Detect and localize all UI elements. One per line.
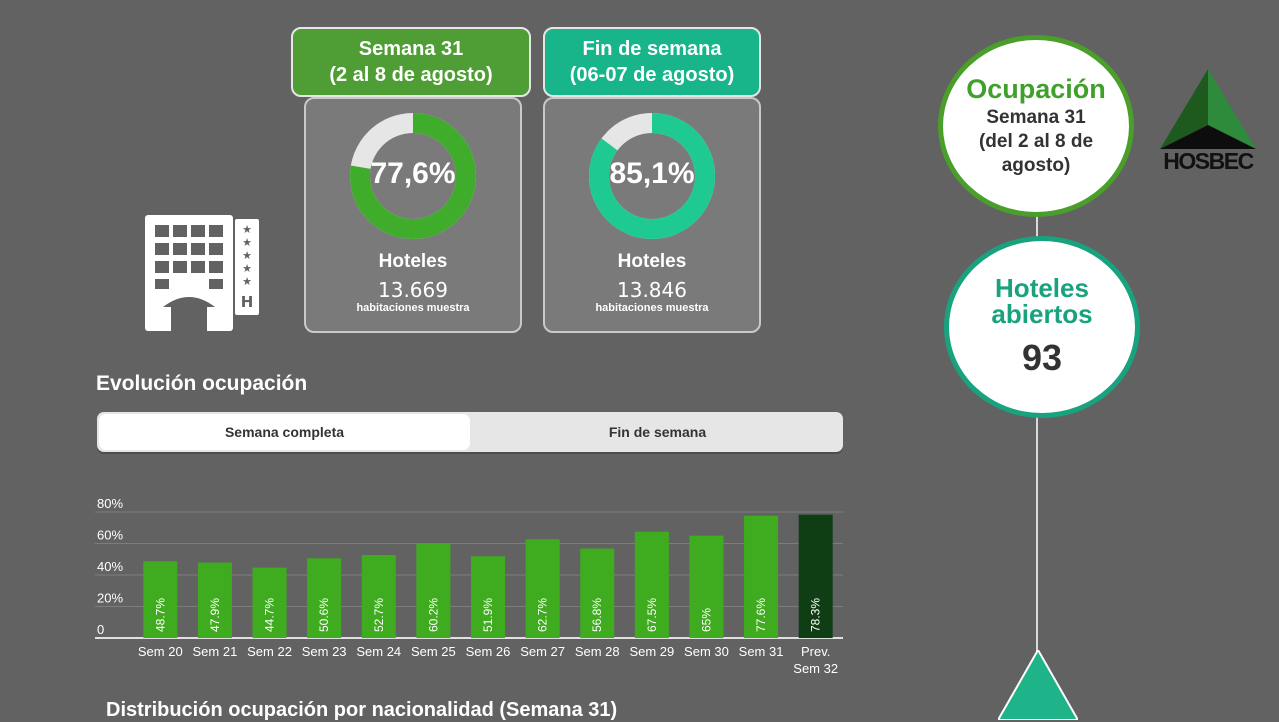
evolution-title: Evolución ocupación xyxy=(96,372,308,395)
bar-value-label: 51.9% xyxy=(481,598,495,632)
weekend-occupancy-percent: 85,1% xyxy=(609,157,695,190)
x-tick-label: Sem 21 xyxy=(193,644,238,659)
evolution-toggle: Semana completa Fin de semana xyxy=(97,412,843,452)
weekend-card-title: Hoteles xyxy=(617,251,687,272)
weekend-card-rooms-label: habitaciones muestra xyxy=(595,302,709,314)
occupancy-sub2: (del 2 al 8 de xyxy=(978,131,1094,152)
open-hotels-title2: abiertos xyxy=(991,299,1093,329)
x-tick-label: Sem 25 xyxy=(411,644,456,659)
x-tick-label: Sem 24 xyxy=(356,644,401,659)
bar xyxy=(471,556,505,638)
bar-value-label: 47.9% xyxy=(208,598,222,632)
connector-line-top xyxy=(1036,200,1038,245)
tab-semana-completa[interactable]: Semana completa xyxy=(99,414,470,450)
svg-text:H: H xyxy=(241,293,254,311)
week-header-line2: (2 al 8 de agosto) xyxy=(329,64,493,86)
svg-text:★: ★ xyxy=(242,262,252,275)
svg-text:★: ★ xyxy=(242,249,252,262)
bar xyxy=(798,514,833,638)
week-card-rooms: 13.669 xyxy=(378,278,448,302)
svg-text:★: ★ xyxy=(242,223,252,236)
open-hotels-count: 93 xyxy=(1021,337,1063,378)
y-tick-label: 40% xyxy=(97,559,123,574)
weekend-occupancy-card: 85,1% Hoteles 13.846 habitaciones muestr… xyxy=(543,97,761,333)
occupancy-title: Ocupación xyxy=(966,74,1106,104)
occupancy-bar-chart: 0 20% 40% 60% 80% 48.7% Sem 20 47.9% Sem 21 44.7%… xyxy=(95,496,843,676)
x-tick-label: Sem 29 xyxy=(629,644,674,659)
svg-text:★: ★ xyxy=(242,275,252,288)
bar-value-label: 52.7% xyxy=(372,598,386,632)
bar-value-label: 77.6% xyxy=(754,598,768,632)
x-tick-label: Sem 20 xyxy=(138,644,183,659)
open-hotels-circle: Hoteles abiertos 93 xyxy=(944,236,1140,418)
hotel-building-icon: ★★★★★ H xyxy=(145,215,259,331)
bar-value-label: 56.8% xyxy=(590,598,604,632)
x-tick-label: Sem 23 xyxy=(302,644,347,659)
bar xyxy=(689,535,724,638)
week-header-line1: Semana 31 xyxy=(358,38,464,60)
bar xyxy=(361,554,396,638)
week-occupancy-donut xyxy=(350,113,476,239)
week-occupancy-percent: 77,6% xyxy=(370,157,456,190)
weekend-occupancy-donut xyxy=(589,113,715,239)
weekend-header: Fin de semana (06-07 de agosto) xyxy=(543,27,761,97)
bar xyxy=(525,539,560,638)
triangle-icon xyxy=(998,650,1078,720)
bar-value-label: 67.5% xyxy=(645,598,659,632)
bar xyxy=(252,567,287,638)
week-occupancy-card: 77,6% Hoteles 13.669 habitaciones muestr… xyxy=(304,97,522,333)
bar xyxy=(580,548,615,638)
weekend-header-line2: (06-07 de agosto) xyxy=(569,64,735,86)
weekend-card-rooms: 13.846 xyxy=(617,278,687,302)
bar-value-label: 50.6% xyxy=(317,598,331,632)
bar xyxy=(143,561,178,638)
week-header: Semana 31 (2 al 8 de agosto) xyxy=(291,27,531,97)
week-occupancy-arc xyxy=(350,113,476,239)
x-tick-label: Sem 28 xyxy=(575,644,620,659)
weekend-occupancy-arc xyxy=(589,113,715,239)
x-tick-label: Sem 22 xyxy=(247,644,292,659)
bar-value-label: 62.7% xyxy=(536,598,550,632)
x-tick-label: Sem 26 xyxy=(466,644,511,659)
tab-fin-de-semana[interactable]: Fin de semana xyxy=(608,424,707,440)
bar xyxy=(307,558,342,638)
x-tick-label: Sem 27 xyxy=(520,644,565,659)
bar-value-label: 60.2% xyxy=(426,598,440,632)
open-hotels-title1: Hoteles xyxy=(995,273,1089,303)
x-tick-label: Prev. xyxy=(801,644,830,659)
bar-value-label: 48.7% xyxy=(153,598,167,632)
bar-value-label: 65% xyxy=(699,608,713,632)
bar-value-label: 78.3% xyxy=(809,598,823,632)
occupancy-circle: Ocupación Semana 31 (del 2 al 8 de agost… xyxy=(938,35,1134,217)
bar xyxy=(416,543,451,638)
x-tick-label: Sem 30 xyxy=(684,644,729,659)
x-tick-label: Sem 32 xyxy=(793,661,838,676)
bar-value-label: 44.7% xyxy=(263,598,277,632)
bar xyxy=(197,562,232,638)
occupancy-sub1: Semana 31 xyxy=(986,107,1086,128)
hosbec-logo xyxy=(1160,69,1256,149)
bar xyxy=(634,531,669,638)
y-tick-label: 60% xyxy=(97,528,123,543)
y-tick-label: 0 xyxy=(97,622,104,637)
week-card-rooms-label: habitaciones muestra xyxy=(356,302,470,314)
weekend-header-line1: Fin de semana xyxy=(582,38,722,60)
hosbec-logo-text: HOSBEC xyxy=(1163,148,1254,174)
week-card-title: Hoteles xyxy=(378,251,448,272)
occupancy-sub3: agosto) xyxy=(1001,155,1071,176)
y-tick-label: 80% xyxy=(97,496,123,511)
distribution-title: Distribución ocupación por nacionalidad … xyxy=(106,699,618,721)
bar xyxy=(744,515,779,638)
connector-line-bottom xyxy=(1036,405,1038,665)
x-tick-label: Sem 31 xyxy=(739,644,784,659)
y-tick-label: 20% xyxy=(97,591,123,606)
svg-text:★: ★ xyxy=(242,236,252,249)
